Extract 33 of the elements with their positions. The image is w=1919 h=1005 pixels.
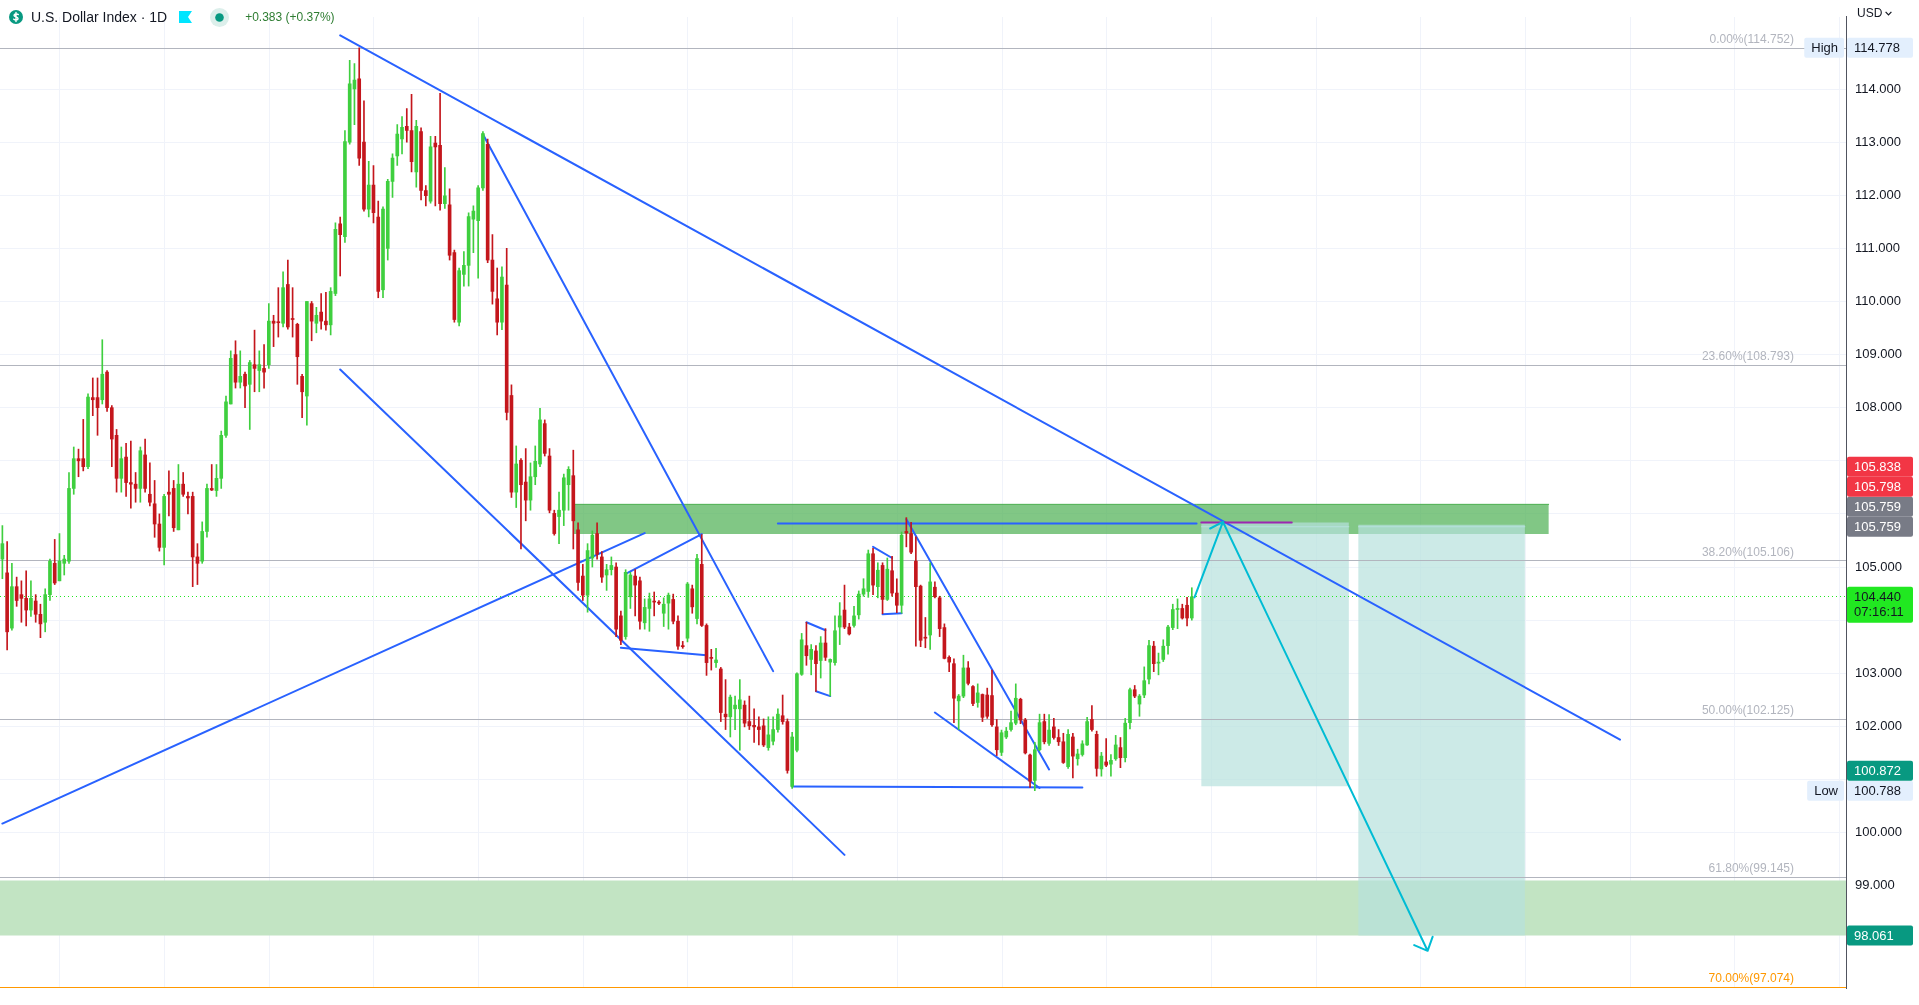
y-tick-label: 114.000 xyxy=(1855,80,1902,96)
chart-subtitle: +0.383 (+0.37%) xyxy=(245,10,335,24)
ref-line-label: 23.60%(108.793) xyxy=(1701,348,1794,363)
text: 105.838 xyxy=(1854,459,1901,475)
y-tick-label: 103.000 xyxy=(1855,664,1902,680)
text: 105.759 xyxy=(1854,499,1901,515)
y-tick-label: 109.000 xyxy=(1855,346,1902,362)
ref-line-label: 61.80%(99.145) xyxy=(1708,861,1794,876)
text: 105.798 xyxy=(1854,479,1901,495)
y-tick-label: 99.000 xyxy=(1855,877,1895,893)
text: 100.788 xyxy=(1854,783,1901,799)
y-tick-label: 100.000 xyxy=(1855,824,1902,840)
text: 105.759 xyxy=(1854,519,1901,535)
text: 114.778 xyxy=(1854,40,1901,56)
ref-line-label: 38.20%(105.106) xyxy=(1701,544,1794,559)
y-tick-label: 105.000 xyxy=(1855,558,1902,574)
chart-title: U.S. Dollar Index · 1D xyxy=(31,9,168,25)
y-tick-label: 111.000 xyxy=(1855,239,1901,255)
text: 98.061 xyxy=(1854,928,1894,944)
text: 104.440 xyxy=(1854,589,1901,605)
annotation: High xyxy=(1811,40,1839,56)
y-tick-label: 108.000 xyxy=(1855,399,1902,415)
annotation: Low xyxy=(1814,783,1839,799)
y-tick-label: 102.000 xyxy=(1855,717,1902,733)
y-tick-label: 110.000 xyxy=(1855,293,1902,309)
y-tick-label: 112.000 xyxy=(1855,186,1902,202)
ref-line-label: 70.00%(97.074) xyxy=(1708,971,1794,986)
y-tick-label: 113.000 xyxy=(1855,133,1902,149)
ref-line-label: 0.00%(114.752) xyxy=(1709,32,1794,47)
text: 100.872 xyxy=(1854,763,1901,779)
ref-line-label: 50.00%(102.125) xyxy=(1701,703,1794,718)
text: 07:16:11 xyxy=(1854,604,1904,620)
y-axis-title: USD xyxy=(1857,6,1883,20)
